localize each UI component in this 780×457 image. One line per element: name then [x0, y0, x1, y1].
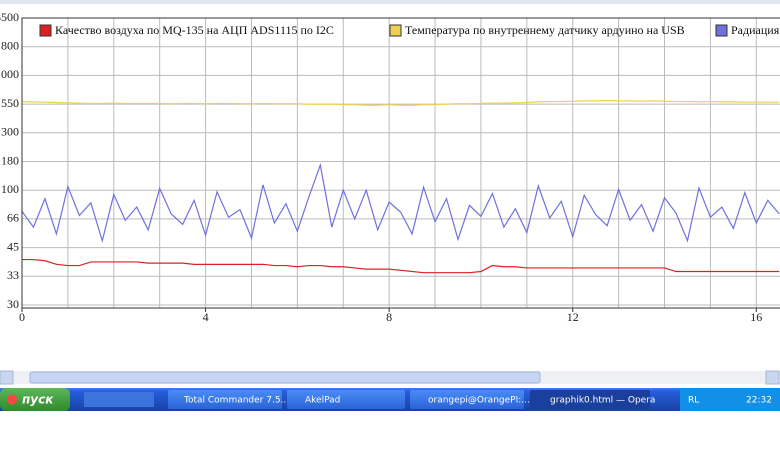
legend-label: Радиация [731, 23, 780, 37]
task-button-active[interactable] [530, 390, 650, 409]
y-tick-label: 550 [1, 96, 19, 110]
y-tick-label: 180 [1, 153, 19, 167]
series-line [22, 258, 780, 274]
legend-label: Качество воздуха по MQ-135 на АЦП ADS111… [55, 23, 334, 37]
task-button[interactable] [168, 390, 282, 409]
start-logo [7, 394, 17, 405]
clock: 22:32 [746, 396, 772, 406]
x-tick-label: 16 [750, 310, 762, 324]
lang: RL [688, 396, 699, 406]
legend-swatch [715, 24, 728, 37]
task-label: AkelPad [305, 396, 340, 406]
legend-swatch [389, 24, 402, 37]
x-tick-label: 4 [203, 310, 209, 324]
start-button[interactable] [0, 388, 70, 411]
series-line [21, 99, 780, 106]
y-tick-label: 3500 [0, 10, 19, 24]
y-tick-label: 66 [7, 211, 19, 225]
quick-launch [84, 392, 154, 407]
y-tick-label: 1000 [0, 67, 19, 81]
browser-edge [0, 0, 780, 4]
legend-swatch [39, 24, 52, 37]
scroll-left[interactable] [0, 370, 14, 385]
plot: 30 33 45 66 100 180 300 550 1000 1800 3500 0 4 8 12 16 К… [0, 10, 780, 324]
task-label: Total Commander 7.5... [183, 396, 289, 406]
start-label: пуск [22, 393, 54, 407]
y-tick-label: 33 [7, 268, 19, 282]
scroll-right[interactable] [765, 370, 780, 385]
y-tick-label: 30 [7, 297, 19, 311]
y-tick-label: 45 [7, 239, 19, 253]
plot-border [21, 17, 780, 309]
x-tick-label: 8 [386, 310, 392, 324]
scroll-thumb[interactable] [29, 371, 541, 384]
task-button[interactable] [410, 390, 524, 409]
tray [680, 388, 780, 411]
y-tick-label: 100 [1, 182, 19, 196]
x-tick-label: 12 [567, 310, 579, 324]
task-button[interactable] [287, 390, 405, 409]
task-label: orangepi@OrangePI:... [428, 396, 530, 406]
y-tick-label: 300 [1, 125, 19, 139]
y-tick-label: 1800 [0, 38, 19, 52]
x-tick-label: 0 [19, 310, 25, 324]
legend-label: Температура по внутреннему датчику ардуи… [405, 23, 685, 37]
task-label: graphik0.html — Opera [550, 396, 655, 406]
plot-bg [22, 18, 780, 308]
series-line [21, 162, 780, 244]
